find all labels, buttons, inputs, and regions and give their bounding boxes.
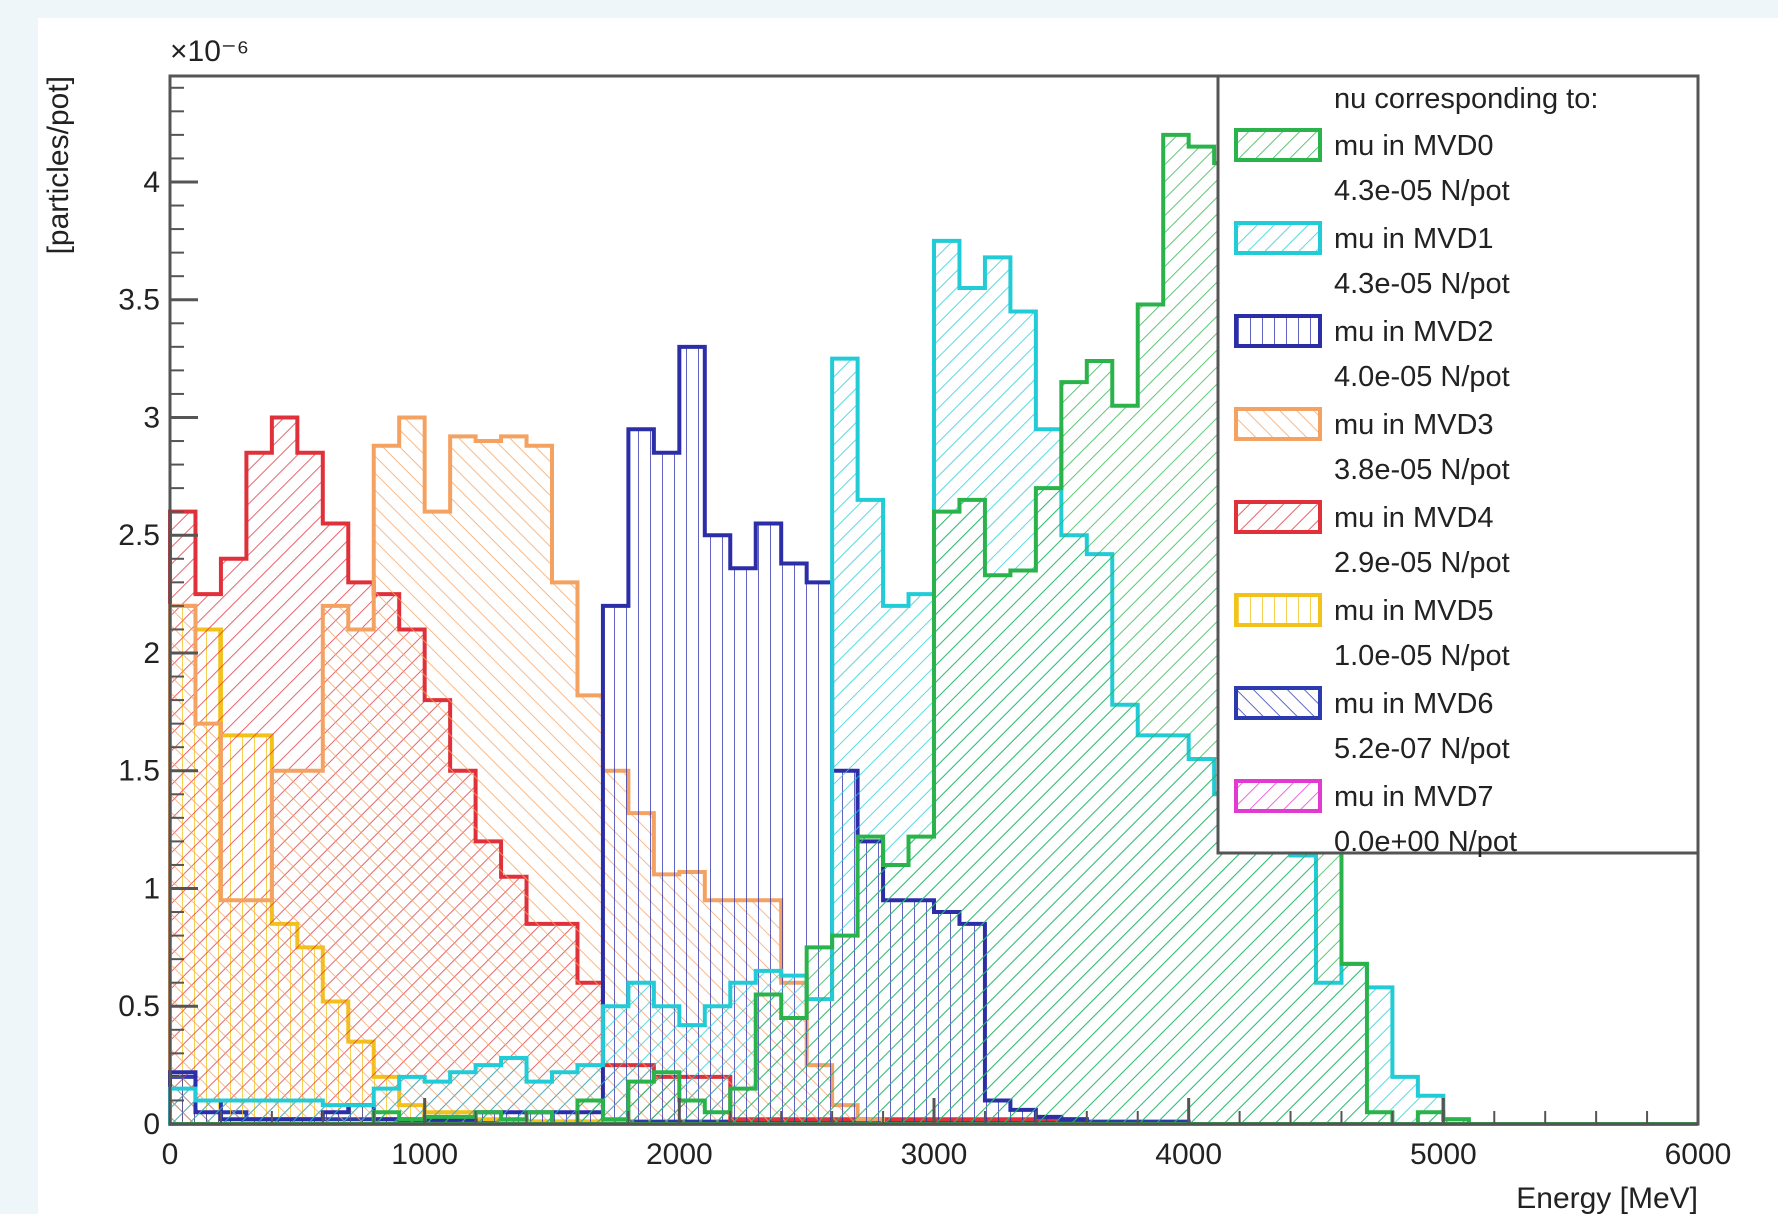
legend-swatch (1234, 686, 1322, 720)
y-axis-label: [particles/pot] (42, 76, 75, 254)
legend-entry-name: mu in MVD7 (1334, 781, 1494, 813)
x-tick-label: 6000 (1665, 1138, 1732, 1171)
legend-swatch (1234, 407, 1322, 441)
y-tick-label: 4 (143, 166, 160, 199)
legend-box (1216, 74, 1700, 855)
legend-entry-rate: 3.8e-05 N/pot (1334, 454, 1510, 486)
legend: nu corresponding to: mu in MVD0 4.3e-05 N… (1216, 74, 1700, 858)
legend-entry-rate: 4.3e-05 N/pot (1334, 175, 1510, 207)
legend-entry-name: mu in MVD6 (1334, 688, 1494, 720)
y-tick-label: 3 (143, 401, 160, 434)
y-tick-label: 2 (143, 637, 160, 670)
x-tick-label: 4000 (1155, 1138, 1222, 1171)
legend-entry-name: mu in MVD0 (1334, 130, 1494, 162)
histogram-series-mu-in-mvd0 (170, 132, 1698, 1126)
axis-ticks: 0 1000 2000 3000 4000 5000 6000 0 0.5 1 1.5 2 2.5 3 3.… (118, 86, 1732, 1171)
legend-entry-name: mu in MVD5 (1334, 595, 1494, 627)
figure-panel: 0 1000 2000 3000 4000 5000 6000 0 0.5 1 1.5 2 2.5 3 3.… (38, 18, 1778, 1214)
legend-entry-name: mu in MVD4 (1334, 502, 1494, 534)
x-tick-label: 3000 (901, 1138, 968, 1171)
legend-entry-name: mu in MVD1 (1334, 223, 1494, 255)
y-tick-label: 3.5 (118, 284, 160, 317)
legend-entry-rate: 0.0e+00 N/pot (1334, 826, 1517, 858)
y-tick-label: 2.5 (118, 519, 160, 552)
legend-entry-name: mu in MVD2 (1334, 316, 1494, 348)
legend-swatch (1234, 128, 1322, 162)
x-tick-label: 2000 (646, 1138, 713, 1171)
legend-entry-rate: 4.3e-05 N/pot (1334, 268, 1510, 300)
x-tick-label: 0 (162, 1138, 179, 1171)
y-tick-label: 0.5 (118, 990, 160, 1023)
legend-swatch (1234, 314, 1322, 348)
legend-entry-rate: 4.0e-05 N/pot (1334, 361, 1510, 393)
legend-entry-rate: 2.9e-05 N/pot (1334, 547, 1510, 579)
legend-swatch (1234, 221, 1322, 255)
histogram-chart: 0 1000 2000 3000 4000 5000 6000 0 0.5 1 1.5 2 2.5 3 3.… (42, 35, 1732, 1214)
legend-entry-name: mu in MVD3 (1334, 409, 1494, 441)
histogram-bars (168, 132, 1698, 1126)
y-multiplier-label: ×10⁻⁶ (170, 35, 249, 68)
x-tick-label: 5000 (1410, 1138, 1477, 1171)
legend-entry-rate: 1.0e-05 N/pot (1334, 640, 1510, 672)
y-tick-label: 1.5 (118, 755, 160, 788)
y-tick-label: 0 (143, 1108, 160, 1141)
y-tick-label: 1 (143, 872, 160, 905)
x-axis-label: Energy [MeV] (1516, 1182, 1698, 1214)
legend-swatch (1234, 500, 1322, 534)
legend-swatch (1234, 593, 1322, 627)
legend-entry-rate: 5.2e-07 N/pot (1334, 733, 1510, 765)
legend-swatch (1234, 779, 1322, 813)
legend-title: nu corresponding to: (1334, 83, 1598, 115)
x-tick-label: 1000 (391, 1138, 458, 1171)
